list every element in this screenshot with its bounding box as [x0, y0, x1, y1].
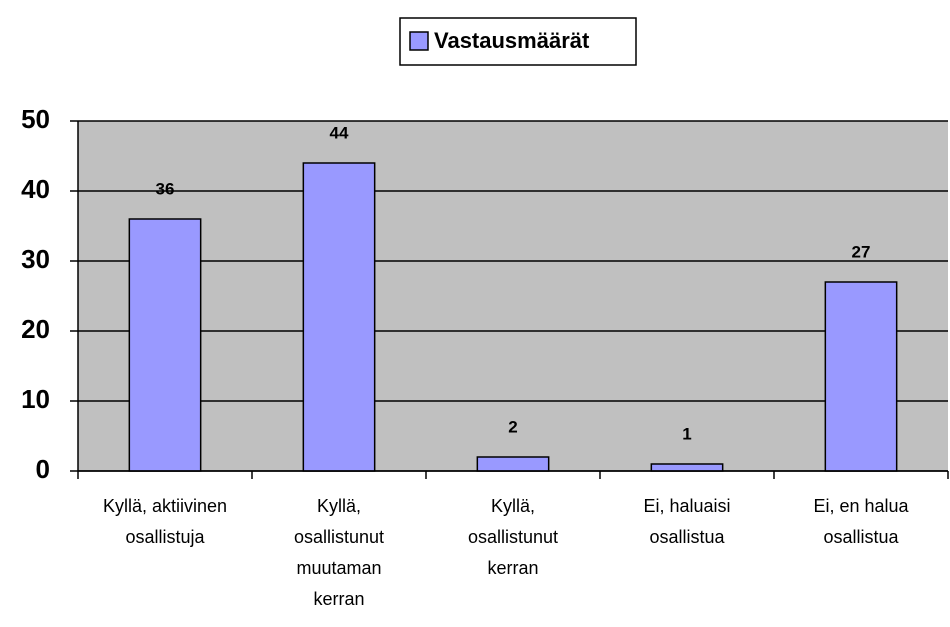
data-label: 27 [852, 242, 871, 261]
bar [824, 281, 898, 472]
y-tick-label: 40 [21, 174, 50, 204]
data-label: 36 [156, 179, 175, 198]
bar [476, 456, 550, 472]
x-tick-label: Kyllä, osallistunut muutaman kerran [293, 496, 385, 609]
y-tick-label: 30 [21, 244, 50, 274]
legend-label: Vastausmäärät [434, 28, 590, 53]
x-tick-label: Ei, haluaisi osallistua [643, 496, 731, 547]
x-tick-label: Kyllä, aktiivinen osallistuja [102, 496, 228, 547]
legend-box [399, 17, 637, 66]
bar [302, 162, 376, 472]
y-tick-label: 50 [21, 104, 50, 134]
x-tick-label: Kyllä, osallistunut kerran [467, 496, 559, 578]
y-tick-label: 20 [21, 314, 50, 344]
x-tick-label: Ei, en halua osallistua [813, 496, 909, 547]
data-label: 2 [508, 417, 517, 436]
y-tick-label: 10 [21, 384, 50, 414]
legend-swatch [409, 31, 429, 51]
data-label: 1 [682, 424, 691, 443]
bar [650, 463, 724, 472]
data-label: 44 [330, 123, 349, 142]
plot-area [78, 121, 948, 471]
bar [128, 218, 202, 472]
y-tick-label: 0 [36, 454, 50, 484]
